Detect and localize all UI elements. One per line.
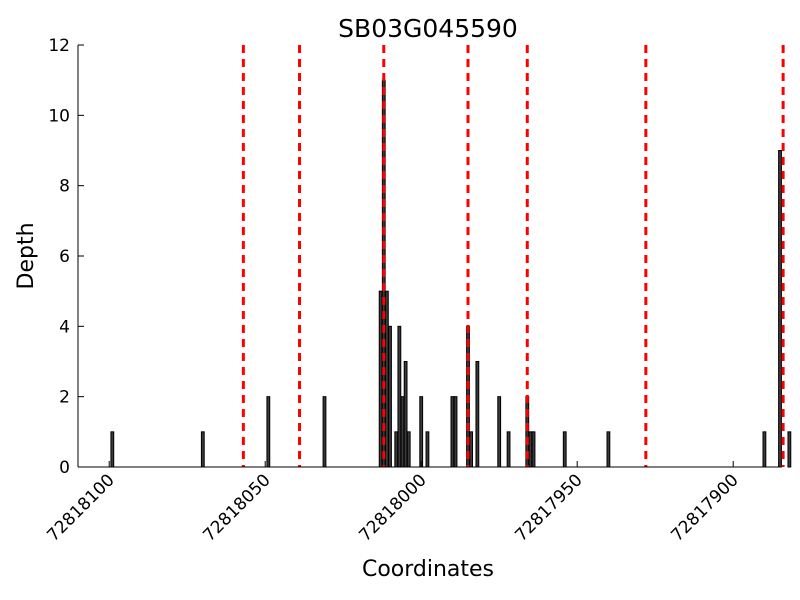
depth-bar — [200, 431, 205, 468]
y-axis-title: Depth — [14, 222, 39, 289]
depth-bar — [400, 396, 405, 468]
x-tick-label: 72817900 — [667, 470, 742, 545]
marker-lines-layer — [241, 45, 785, 467]
x-tick-label: 72818000 — [355, 470, 430, 545]
chart-title: SB03G045590 — [338, 14, 518, 43]
depth-bar — [403, 361, 408, 468]
depth-bar — [388, 325, 392, 468]
depth-bar — [450, 396, 455, 468]
depth-bar — [469, 431, 474, 468]
depth-bar — [562, 431, 567, 468]
x-ticks-layer: 72818100 72818050 72818000 72817950 72817900 — [43, 461, 743, 546]
depth-bar — [531, 431, 536, 468]
y-tick-label: 10 — [48, 106, 70, 126]
y-tick-label: 6 — [59, 247, 70, 267]
depth-bar — [378, 290, 383, 468]
depth-bar — [266, 396, 271, 468]
y-tick-label: 4 — [59, 317, 70, 337]
x-tick-label: 72818100 — [43, 470, 118, 545]
x-axis-title: Coordinates — [362, 557, 494, 582]
y-ticks-layer: 0 2 4 6 8 10 12 — [48, 36, 84, 478]
depth-bar — [762, 431, 767, 468]
depth-bar — [528, 431, 533, 468]
depth-bar — [425, 431, 430, 468]
y-tick-label: 0 — [59, 458, 70, 478]
depth-bar — [778, 150, 782, 468]
depth-bar — [506, 431, 511, 468]
depth-bar — [394, 431, 399, 468]
depth-bar — [475, 361, 480, 468]
depth-bar — [397, 325, 402, 468]
y-tick-label: 8 — [59, 177, 70, 197]
depth-bar — [110, 431, 115, 468]
depth-bar — [787, 431, 792, 468]
y-tick-label: 12 — [48, 36, 70, 56]
depth-bar — [419, 396, 424, 468]
depth-bar — [453, 396, 458, 468]
bars-layer — [110, 79, 792, 468]
depth-bar — [406, 431, 411, 468]
depth-bar — [384, 290, 389, 468]
x-tick-label: 72818050 — [199, 470, 274, 545]
y-tick-label: 2 — [59, 388, 70, 408]
depth-bar — [606, 431, 611, 468]
x-tick-label: 72817950 — [511, 470, 586, 545]
depth-bar — [497, 396, 502, 468]
depth-bar — [322, 396, 327, 468]
